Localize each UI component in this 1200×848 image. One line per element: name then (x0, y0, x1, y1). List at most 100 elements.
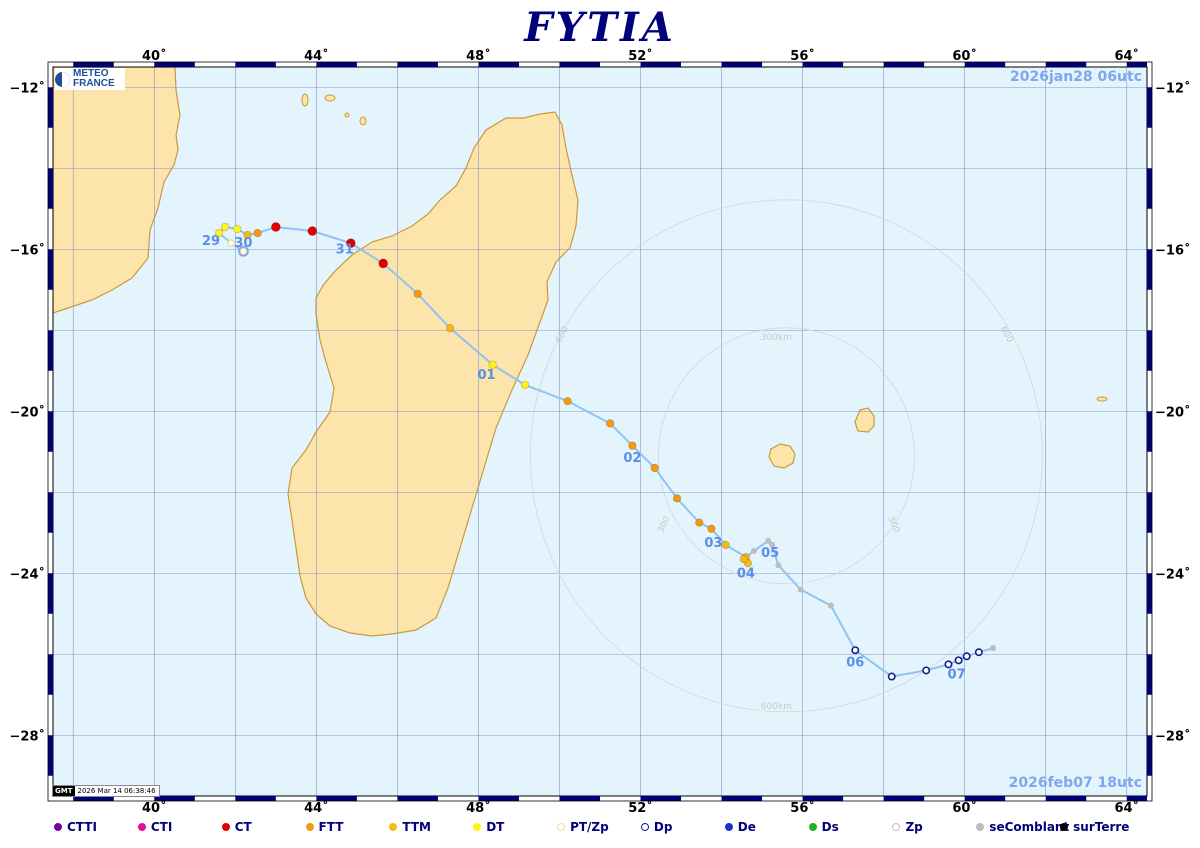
track-point-ftt (628, 441, 637, 450)
track-point-ptzp (239, 247, 248, 256)
frame-segment (48, 492, 53, 533)
track-point-ct (307, 226, 318, 236)
track-point-dp (974, 648, 983, 657)
frame-segment (154, 62, 195, 67)
lon-tick-label-bottom: 52˚ (628, 800, 653, 816)
track-point-secomblant (765, 537, 772, 544)
legend-swatch (54, 823, 62, 831)
frame-segment (1147, 249, 1152, 290)
frame-segment (640, 796, 682, 801)
track-point-ftt (707, 524, 716, 533)
frame-segment (1147, 492, 1152, 533)
lat-tick-label-right: −20˚ (1155, 404, 1190, 420)
ring-300km (657, 327, 915, 585)
logo-line-1: METEO (73, 68, 109, 79)
madagascar (287, 111, 579, 637)
frame-segment (397, 796, 438, 801)
track-line (217, 225, 994, 678)
legend-label: surTerre (1073, 820, 1130, 834)
frame-segment (154, 796, 195, 801)
track-point-ftt (650, 463, 659, 473)
lat-tick-label-left: −16˚ (10, 242, 45, 258)
frame-segment (397, 62, 438, 67)
legend-swatch (892, 823, 901, 831)
frame-segment (640, 62, 682, 67)
lat-tick-label-right: −24˚ (1155, 566, 1190, 582)
ring-label: 300km (761, 333, 792, 343)
status-legend: CTTI CTI CT FTT TTM DT PT/Zp Dp De Ds Zp seComblant… (52, 817, 1152, 837)
lat-tick-label-right: −28˚ (1155, 728, 1190, 744)
lon-tick-label-top: 48˚ (466, 48, 491, 64)
end-date: 2026feb07 18utc (1008, 775, 1142, 791)
meteo-france-logo-icon (55, 71, 70, 87)
ring-label: 600km (761, 702, 792, 712)
legend-item: TTM (389, 817, 431, 837)
legend-label: De (737, 820, 756, 834)
frame-segment (316, 796, 357, 801)
frame-segment (316, 62, 357, 67)
lon-tick-label-top: 52˚ (628, 48, 653, 64)
track-point-dt (488, 360, 497, 369)
day-labels: 29 30 31 01 02 03 04 05 06 07 (202, 234, 966, 682)
legend-label: Dp (653, 820, 673, 834)
day-label: 30 (234, 236, 252, 251)
lon-tick-label-top: 60˚ (952, 48, 977, 64)
track-point-secomblant (750, 547, 757, 554)
lon-tick-label-top: 44˚ (304, 48, 329, 64)
day-label: 07 (948, 668, 966, 683)
frame-segment (964, 796, 1006, 801)
frame-segment (48, 654, 53, 695)
legend-swatch (1060, 823, 1069, 831)
frame-segment (1147, 411, 1152, 452)
frame-segment (1147, 330, 1152, 371)
day-label: 31 (336, 242, 354, 257)
gmt-stamp: GMT 2026 Mar 14 06:38:46 (52, 785, 160, 797)
frame-segment (559, 62, 600, 67)
frame-segment (721, 62, 763, 67)
frame-segment (1045, 62, 1087, 67)
track-point-secomblant (769, 541, 776, 548)
frame-segment (802, 796, 844, 801)
day-label: 05 (761, 546, 779, 561)
legend-item: DT (473, 817, 504, 837)
track-point-secomblant (827, 602, 834, 609)
lat-tick-label-right: −16˚ (1155, 242, 1190, 258)
track-point-ct (346, 238, 356, 248)
track-point-ttm (445, 324, 455, 333)
track-point-ftt (672, 494, 682, 503)
legend-item: CTTI (54, 817, 97, 837)
legend-item: De (724, 817, 756, 837)
legend-item: Ds (808, 817, 839, 837)
track-point-secomblant (990, 645, 997, 652)
lon-tick-label-bottom: 40˚ (142, 800, 167, 816)
logo-line-2: FRANCE (73, 78, 115, 89)
legend-label: CTI (150, 820, 173, 834)
track-point-ct (378, 258, 389, 269)
track-point-secomblant (775, 562, 782, 569)
genesis-marker (238, 245, 249, 257)
meteo-france-logo: METEO FRANCE (55, 68, 125, 90)
ring-600km (529, 199, 1043, 713)
lon-tick-label-top: 40˚ (142, 48, 167, 64)
frame-segment (48, 411, 53, 452)
track-point-dp (954, 656, 963, 665)
track-point-ftt (413, 289, 422, 298)
track-point-dt (221, 222, 230, 232)
legend-label: TTM (402, 820, 431, 834)
frame-segment (559, 796, 600, 801)
frame-segment (478, 796, 519, 801)
legend-swatch (473, 823, 482, 831)
storm-track (215, 222, 997, 681)
legend-item: Zp (892, 817, 923, 837)
legend-item: PT/Zp (557, 817, 609, 837)
frame-segment (73, 62, 114, 67)
gmt-logo: GMT (53, 786, 75, 796)
lon-tick-label-bottom: 64˚ (1114, 800, 1139, 816)
legend-swatch (221, 823, 230, 831)
track-point-ptzp (227, 239, 236, 248)
legend-label: seComblant (989, 820, 1070, 834)
frame-segment (802, 62, 844, 67)
day-label: 29 (202, 234, 220, 249)
lat-lon-grid (53, 67, 1147, 796)
